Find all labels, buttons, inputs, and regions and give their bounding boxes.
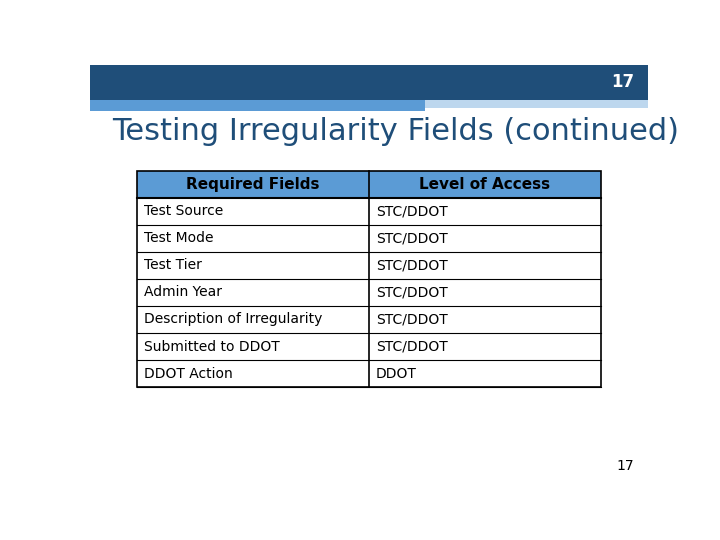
Text: Test Tier: Test Tier: [144, 259, 202, 272]
Bar: [138, 171, 369, 198]
Text: Level of Access: Level of Access: [419, 177, 550, 192]
Bar: [90, 100, 425, 111]
Text: STC/DDOT: STC/DDOT: [376, 313, 447, 327]
Text: Admin Year: Admin Year: [144, 286, 222, 300]
Text: DDOT Action: DDOT Action: [144, 367, 233, 381]
Text: DDOT: DDOT: [376, 367, 417, 381]
Text: Description of Irregularity: Description of Irregularity: [144, 313, 323, 327]
Bar: [425, 100, 648, 107]
Text: Test Mode: Test Mode: [144, 232, 214, 245]
Text: STC/DDOT: STC/DDOT: [376, 259, 447, 272]
Text: Testing Irregularity Fields (continued): Testing Irregularity Fields (continued): [112, 117, 679, 146]
Text: Test Source: Test Source: [144, 204, 223, 218]
Bar: [138, 171, 600, 387]
Bar: [90, 65, 648, 100]
Bar: [369, 171, 600, 198]
Text: STC/DDOT: STC/DDOT: [376, 204, 447, 218]
Text: STC/DDOT: STC/DDOT: [376, 232, 447, 245]
Text: STC/DDOT: STC/DDOT: [376, 286, 447, 300]
Text: STC/DDOT: STC/DDOT: [376, 340, 447, 354]
Text: 17: 17: [611, 73, 634, 91]
Text: Submitted to DDOT: Submitted to DDOT: [144, 340, 280, 354]
Text: 17: 17: [616, 459, 634, 473]
Text: Required Fields: Required Fields: [186, 177, 320, 192]
